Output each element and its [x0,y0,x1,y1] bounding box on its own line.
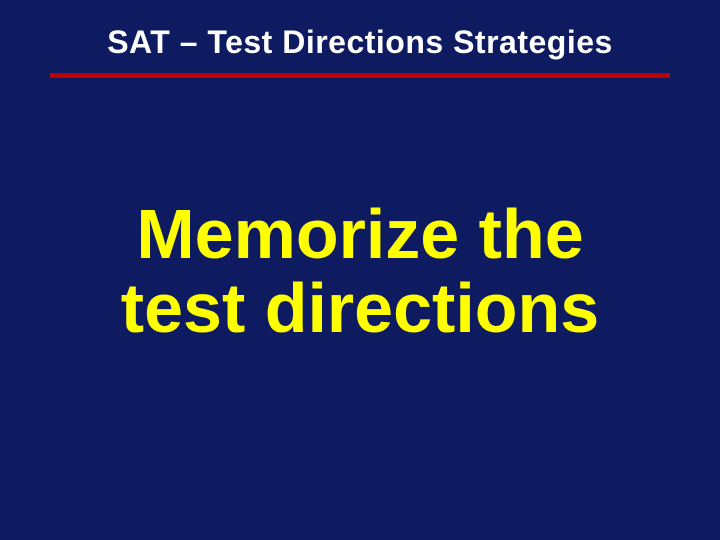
slide-body: Memorize the test directions [50,198,670,345]
slide: SAT – Test Directions Strategies Memoriz… [0,0,720,540]
body-line-1: Memorize the [50,198,670,272]
slide-title: SAT – Test Directions Strategies [50,24,670,61]
title-divider [50,73,670,78]
body-line-2: test directions [50,272,670,346]
